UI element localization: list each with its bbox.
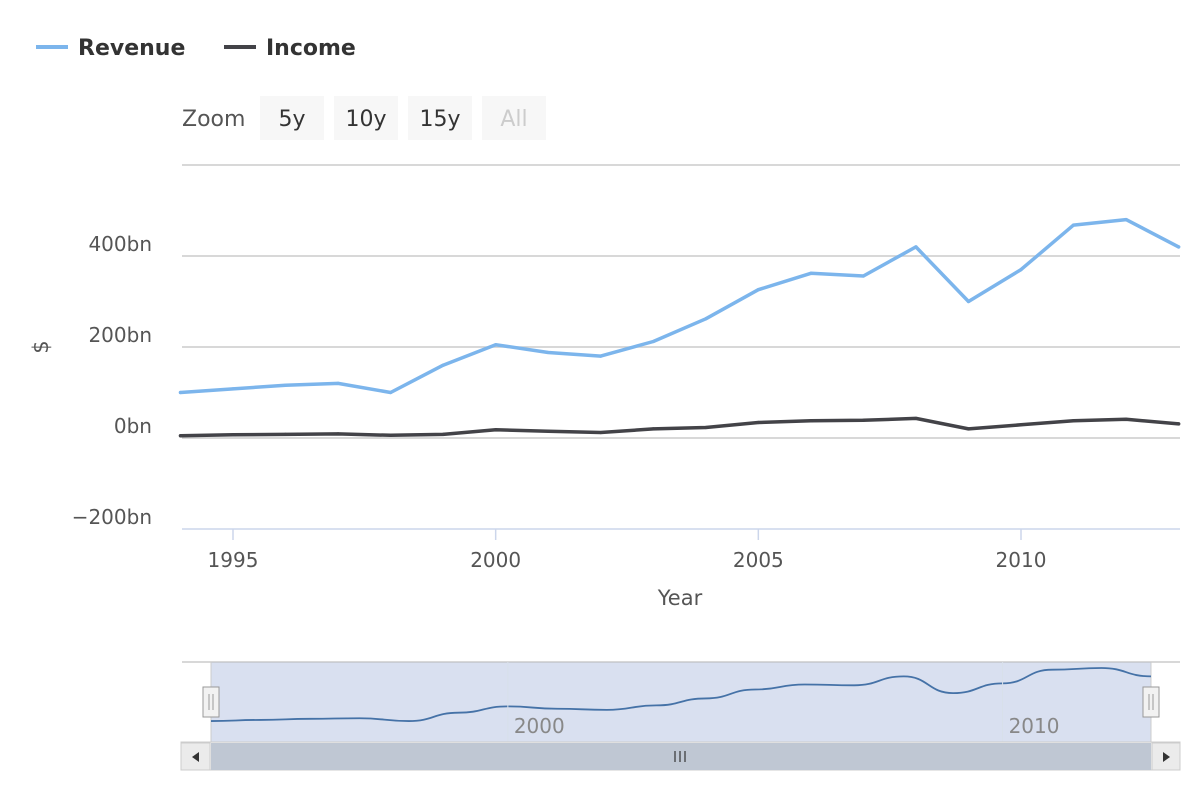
data-point-revenue [494, 343, 498, 347]
data-point-income [178, 434, 183, 438]
scrollbar-thumb[interactable] [211, 743, 1151, 770]
data-point-income [599, 430, 603, 435]
series-line-income [178, 416, 1181, 438]
data-point-income [389, 433, 393, 437]
zoom-label: Zoom [182, 107, 245, 132]
grip-icon [674, 751, 686, 762]
data-point-revenue [283, 383, 288, 387]
scrollbar-right-button[interactable] [1151, 742, 1181, 771]
navigator-handle-right[interactable] [1142, 686, 1160, 718]
data-point-revenue [861, 274, 866, 278]
x-tick-label: 2000 [470, 548, 521, 572]
scrollbar-left-button[interactable] [180, 742, 211, 771]
data-point-income [231, 433, 235, 437]
data-point-income [1177, 422, 1181, 426]
data-point-income [651, 427, 655, 431]
navigator-tick-label: 2000 [514, 714, 565, 738]
data-point-income [861, 418, 866, 422]
navigator[interactable]: 2000 2010 [180, 661, 1181, 771]
grip-icon [1148, 694, 1154, 710]
zoom-button-label: 15y [419, 107, 460, 132]
data-point-income [283, 432, 288, 436]
data-point-revenue [704, 317, 708, 321]
zoom-button-label: 5y [278, 107, 305, 132]
x-tick-label: 2005 [733, 548, 784, 572]
range-selector: Zoom 5y 10y 15y All [182, 96, 546, 140]
data-point-revenue [1019, 268, 1023, 272]
navigator-handle-left[interactable] [202, 686, 220, 718]
data-point-income [336, 432, 340, 436]
handle-body [202, 686, 220, 718]
data-point-income [441, 432, 445, 436]
data-point-revenue [546, 350, 550, 355]
data-point-income [809, 419, 813, 423]
x-tick-label: 1995 [208, 548, 259, 572]
grip-icon [208, 694, 214, 710]
zoom-button-all: All [482, 96, 546, 140]
data-point-revenue [441, 363, 445, 367]
zoom-button-label: 10y [345, 107, 386, 132]
zoom-button-label: All [500, 107, 527, 132]
x-tick-label: 2010 [996, 548, 1047, 572]
data-point-revenue [1124, 218, 1128, 222]
gridlines [182, 164, 1180, 530]
legend-item-income[interactable]: Income [224, 36, 356, 61]
zoom-button-bg [334, 96, 398, 140]
data-point-revenue [231, 387, 235, 391]
data-point-income [756, 420, 760, 425]
navigator-tick-label: 2010 [1009, 714, 1060, 738]
data-point-income [494, 428, 498, 432]
y-axis: −200bn 0bn 200bn 400bn [72, 232, 152, 529]
scrollbar[interactable] [180, 741, 1181, 771]
navigator-series-line [210, 667, 1152, 722]
data-point-revenue [966, 299, 971, 304]
data-point-revenue [599, 354, 603, 358]
data-point-revenue [1071, 223, 1076, 227]
data-point-revenue [336, 381, 340, 385]
plot-area: −200bn 0bn 200bn 400bn $ 1995 2000 2005 2010 Y… [29, 164, 1181, 610]
zoom-button-bg [482, 96, 546, 140]
series-lines [178, 217, 1181, 438]
handle-body [1142, 686, 1160, 718]
data-point-income [914, 416, 918, 421]
zoom-button-bg [408, 96, 472, 140]
data-point-income [704, 425, 708, 430]
y-tick-label: −200bn [72, 505, 152, 529]
data-point-income [966, 427, 971, 431]
data-point-income [1071, 419, 1076, 423]
arrow-left-icon [192, 752, 199, 762]
arrow-right-icon [1163, 752, 1170, 762]
legend-label: Revenue [78, 36, 185, 61]
x-axis: 1995 2000 2005 2010 [208, 529, 1047, 572]
data-point-revenue [809, 271, 813, 275]
data-point-revenue [389, 390, 393, 395]
data-point-income [1124, 417, 1128, 421]
y-axis-title: $ [29, 340, 53, 353]
data-point-revenue [178, 390, 183, 395]
y-tick-label: 400bn [88, 232, 152, 256]
zoom-button-5y[interactable]: 5y [260, 96, 324, 140]
y-tick-label: 200bn [88, 323, 152, 347]
series-line-revenue [178, 217, 1181, 395]
zoom-button-10y[interactable]: 10y [334, 96, 398, 140]
legend: Revenue Income [36, 36, 356, 61]
zoom-button-15y[interactable]: 15y [408, 96, 472, 140]
data-point-income [546, 429, 550, 433]
legend-label: Income [266, 36, 356, 61]
data-point-revenue [756, 288, 760, 292]
data-point-income [1019, 423, 1023, 427]
data-point-revenue [1177, 245, 1181, 249]
legend-item-revenue[interactable]: Revenue [36, 36, 185, 61]
y-tick-label: 0bn [114, 414, 152, 438]
data-point-revenue [651, 339, 655, 344]
zoom-button-bg [260, 96, 324, 140]
data-point-revenue [914, 245, 918, 249]
x-axis-title: Year [657, 586, 703, 610]
